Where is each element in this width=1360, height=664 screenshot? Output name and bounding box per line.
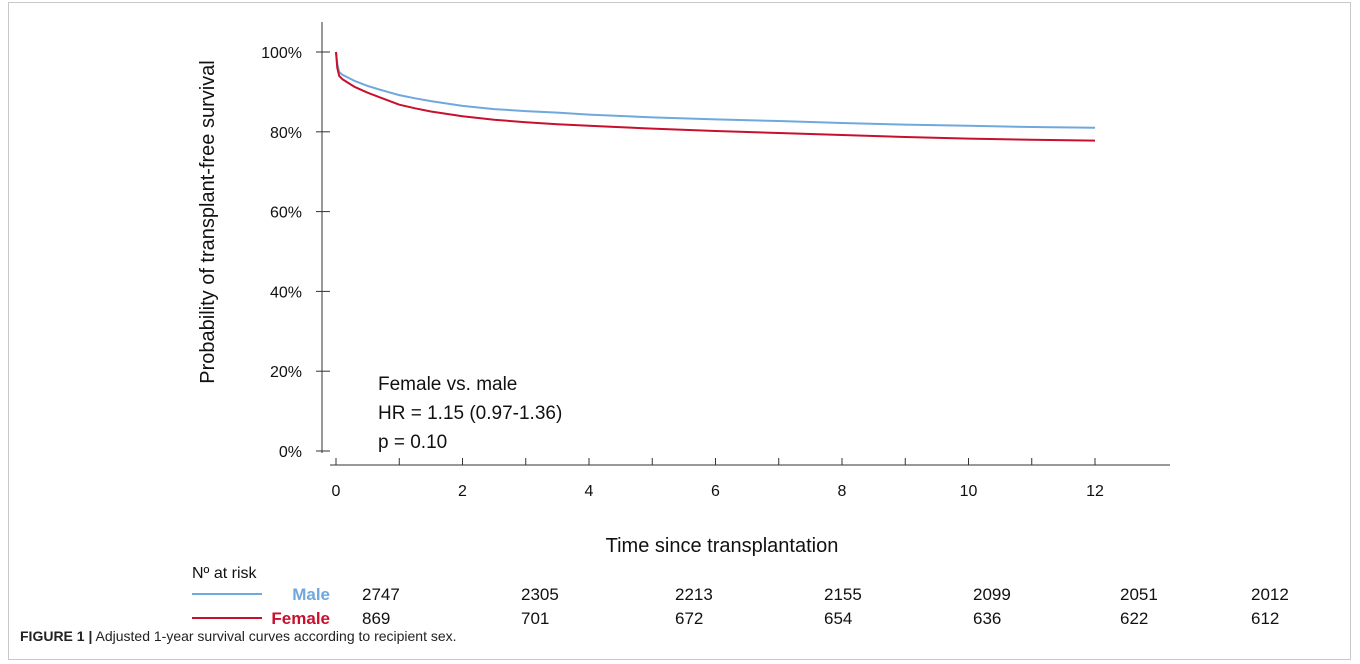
risk-value: 2305 — [521, 585, 559, 604]
x-axis-label: Time since transplantation — [606, 535, 839, 557]
y-tick-label: 20% — [270, 364, 302, 381]
risk-value: 2213 — [675, 585, 713, 604]
risk-row-name: Female — [271, 609, 330, 628]
x-tick-label: 6 — [711, 483, 720, 500]
x-tick-label: 10 — [960, 483, 978, 500]
risk-value: 701 — [521, 609, 549, 628]
hazard-ratio-annotation: Female vs. male HR = 1.15 (0.97-1.36) p … — [378, 374, 562, 453]
caption-text: Adjusted 1-year survival curves accordin… — [92, 628, 457, 644]
annotation-line: HR = 1.15 (0.97-1.36) — [378, 403, 562, 424]
risk-row-name: Male — [292, 585, 330, 604]
risk-value: 672 — [675, 609, 703, 628]
figure-frame — [8, 2, 1351, 660]
risk-value: 2747 — [362, 585, 400, 604]
y-axis-label: Probability of transplant-free survival — [197, 60, 219, 383]
series-lines — [335, 51, 1096, 142]
figure-caption: FIGURE 1 | Adjusted 1-year survival curv… — [20, 628, 457, 644]
risk-value: 622 — [1120, 609, 1148, 628]
series-line-female — [335, 51, 1096, 142]
risk-value: 612 — [1251, 609, 1279, 628]
risk-value: 2155 — [824, 585, 862, 604]
annotation-line: p = 0.10 — [378, 432, 447, 453]
x-tick-label: 2 — [458, 483, 467, 500]
risk-table-title: Nº at risk — [192, 565, 258, 582]
x-tick-label: 8 — [838, 483, 847, 500]
x-tick-label: 4 — [585, 483, 594, 500]
risk-value: 2012 — [1251, 585, 1289, 604]
y-tick-label: 80% — [270, 125, 302, 142]
risk-value: 2051 — [1120, 585, 1158, 604]
risk-value: 869 — [362, 609, 390, 628]
y-tick-label: 60% — [270, 205, 302, 222]
x-ticks: 0 2 4 6 8 10 12 — [332, 458, 1104, 500]
caption-label: FIGURE 1 | — [20, 628, 93, 644]
x-tick-label: 12 — [1086, 483, 1104, 500]
y-tick-label: 0% — [279, 444, 302, 461]
annotation-line: Female vs. male — [378, 374, 517, 395]
y-tick-label: 100% — [261, 45, 302, 62]
series-line-male — [335, 51, 1096, 129]
y-tick-label: 40% — [270, 284, 302, 301]
risk-table: Nº at risk Male 2747 2305 2213 2155 2099 2051 2… — [192, 565, 1289, 628]
risk-value: 636 — [973, 609, 1001, 628]
y-ticks: 0% 20% 40% 60% 80% 100% — [261, 45, 330, 461]
risk-value: 654 — [824, 609, 852, 628]
risk-value: 2099 — [973, 585, 1011, 604]
axes — [321, 22, 1170, 466]
x-tick-label: 0 — [332, 483, 341, 500]
